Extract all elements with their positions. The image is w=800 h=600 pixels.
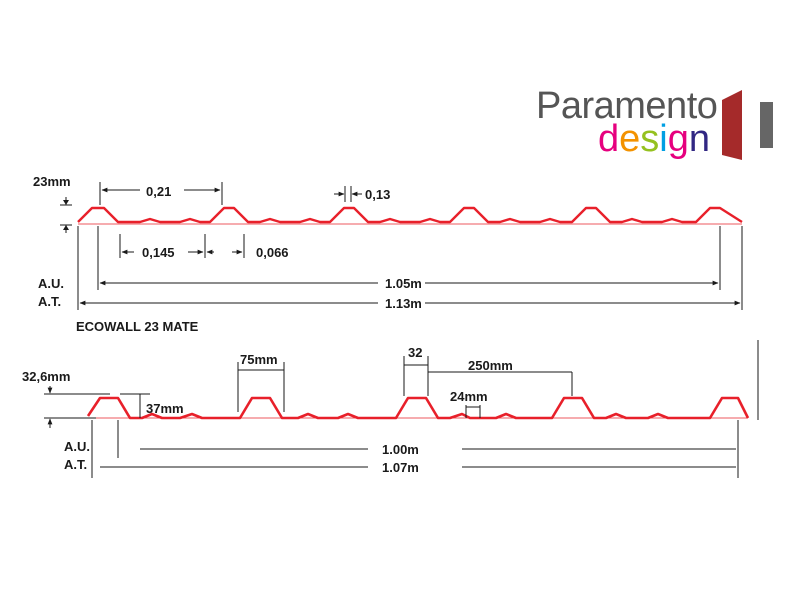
profile2-pitch-label: 250mm bbox=[468, 358, 513, 373]
profile1-crest-label: 0,13 bbox=[365, 187, 390, 202]
logo-word-paramento: Paramento bbox=[536, 85, 717, 127]
profile1-name: ECOWALL 23 MATE bbox=[76, 319, 199, 334]
profile2-top-label: 75mm bbox=[240, 352, 278, 367]
profile2-rib-label: 24mm bbox=[450, 389, 488, 404]
profile2-base-label: 37mm bbox=[146, 401, 184, 416]
profile1-valley-label: 0,145 bbox=[142, 245, 175, 260]
profile2-at-label: A.T. bbox=[64, 457, 87, 472]
logo-door-icon bbox=[722, 90, 742, 160]
profile1-total-width: 1.13m bbox=[385, 296, 422, 311]
profile1-au-label: A.U. bbox=[38, 276, 64, 291]
profile1-at-label: A.T. bbox=[38, 294, 61, 309]
profile1-sheet bbox=[77, 206, 743, 224]
profile-2: 32,6mm 37mm 75mm 32 250mm 24mm A.U. bbox=[22, 340, 759, 478]
logo-word-design: design bbox=[598, 118, 710, 160]
profile2-height-label: 32,6mm bbox=[22, 369, 70, 384]
profile1-height-label: 23mm bbox=[33, 174, 71, 189]
profile2-crest-label: 32 bbox=[408, 345, 422, 360]
profile-1: 23mm 0,21 0,13 0,145 0,066 A.U. 1.05m bbox=[33, 174, 743, 334]
profile2-au-label: A.U. bbox=[64, 439, 90, 454]
logo-bar-icon bbox=[760, 102, 773, 148]
profile2-total-width: 1.07m bbox=[382, 460, 419, 475]
profile1-pitch-label: 0,21 bbox=[146, 184, 171, 199]
profile2-useful-width: 1.00m bbox=[382, 442, 419, 457]
profile2-sheet bbox=[86, 396, 750, 420]
profile1-useful-width: 1.05m bbox=[385, 276, 422, 291]
profile1-rib-label: 0,066 bbox=[256, 245, 289, 260]
brand-logo: Paramento design bbox=[536, 85, 773, 160]
